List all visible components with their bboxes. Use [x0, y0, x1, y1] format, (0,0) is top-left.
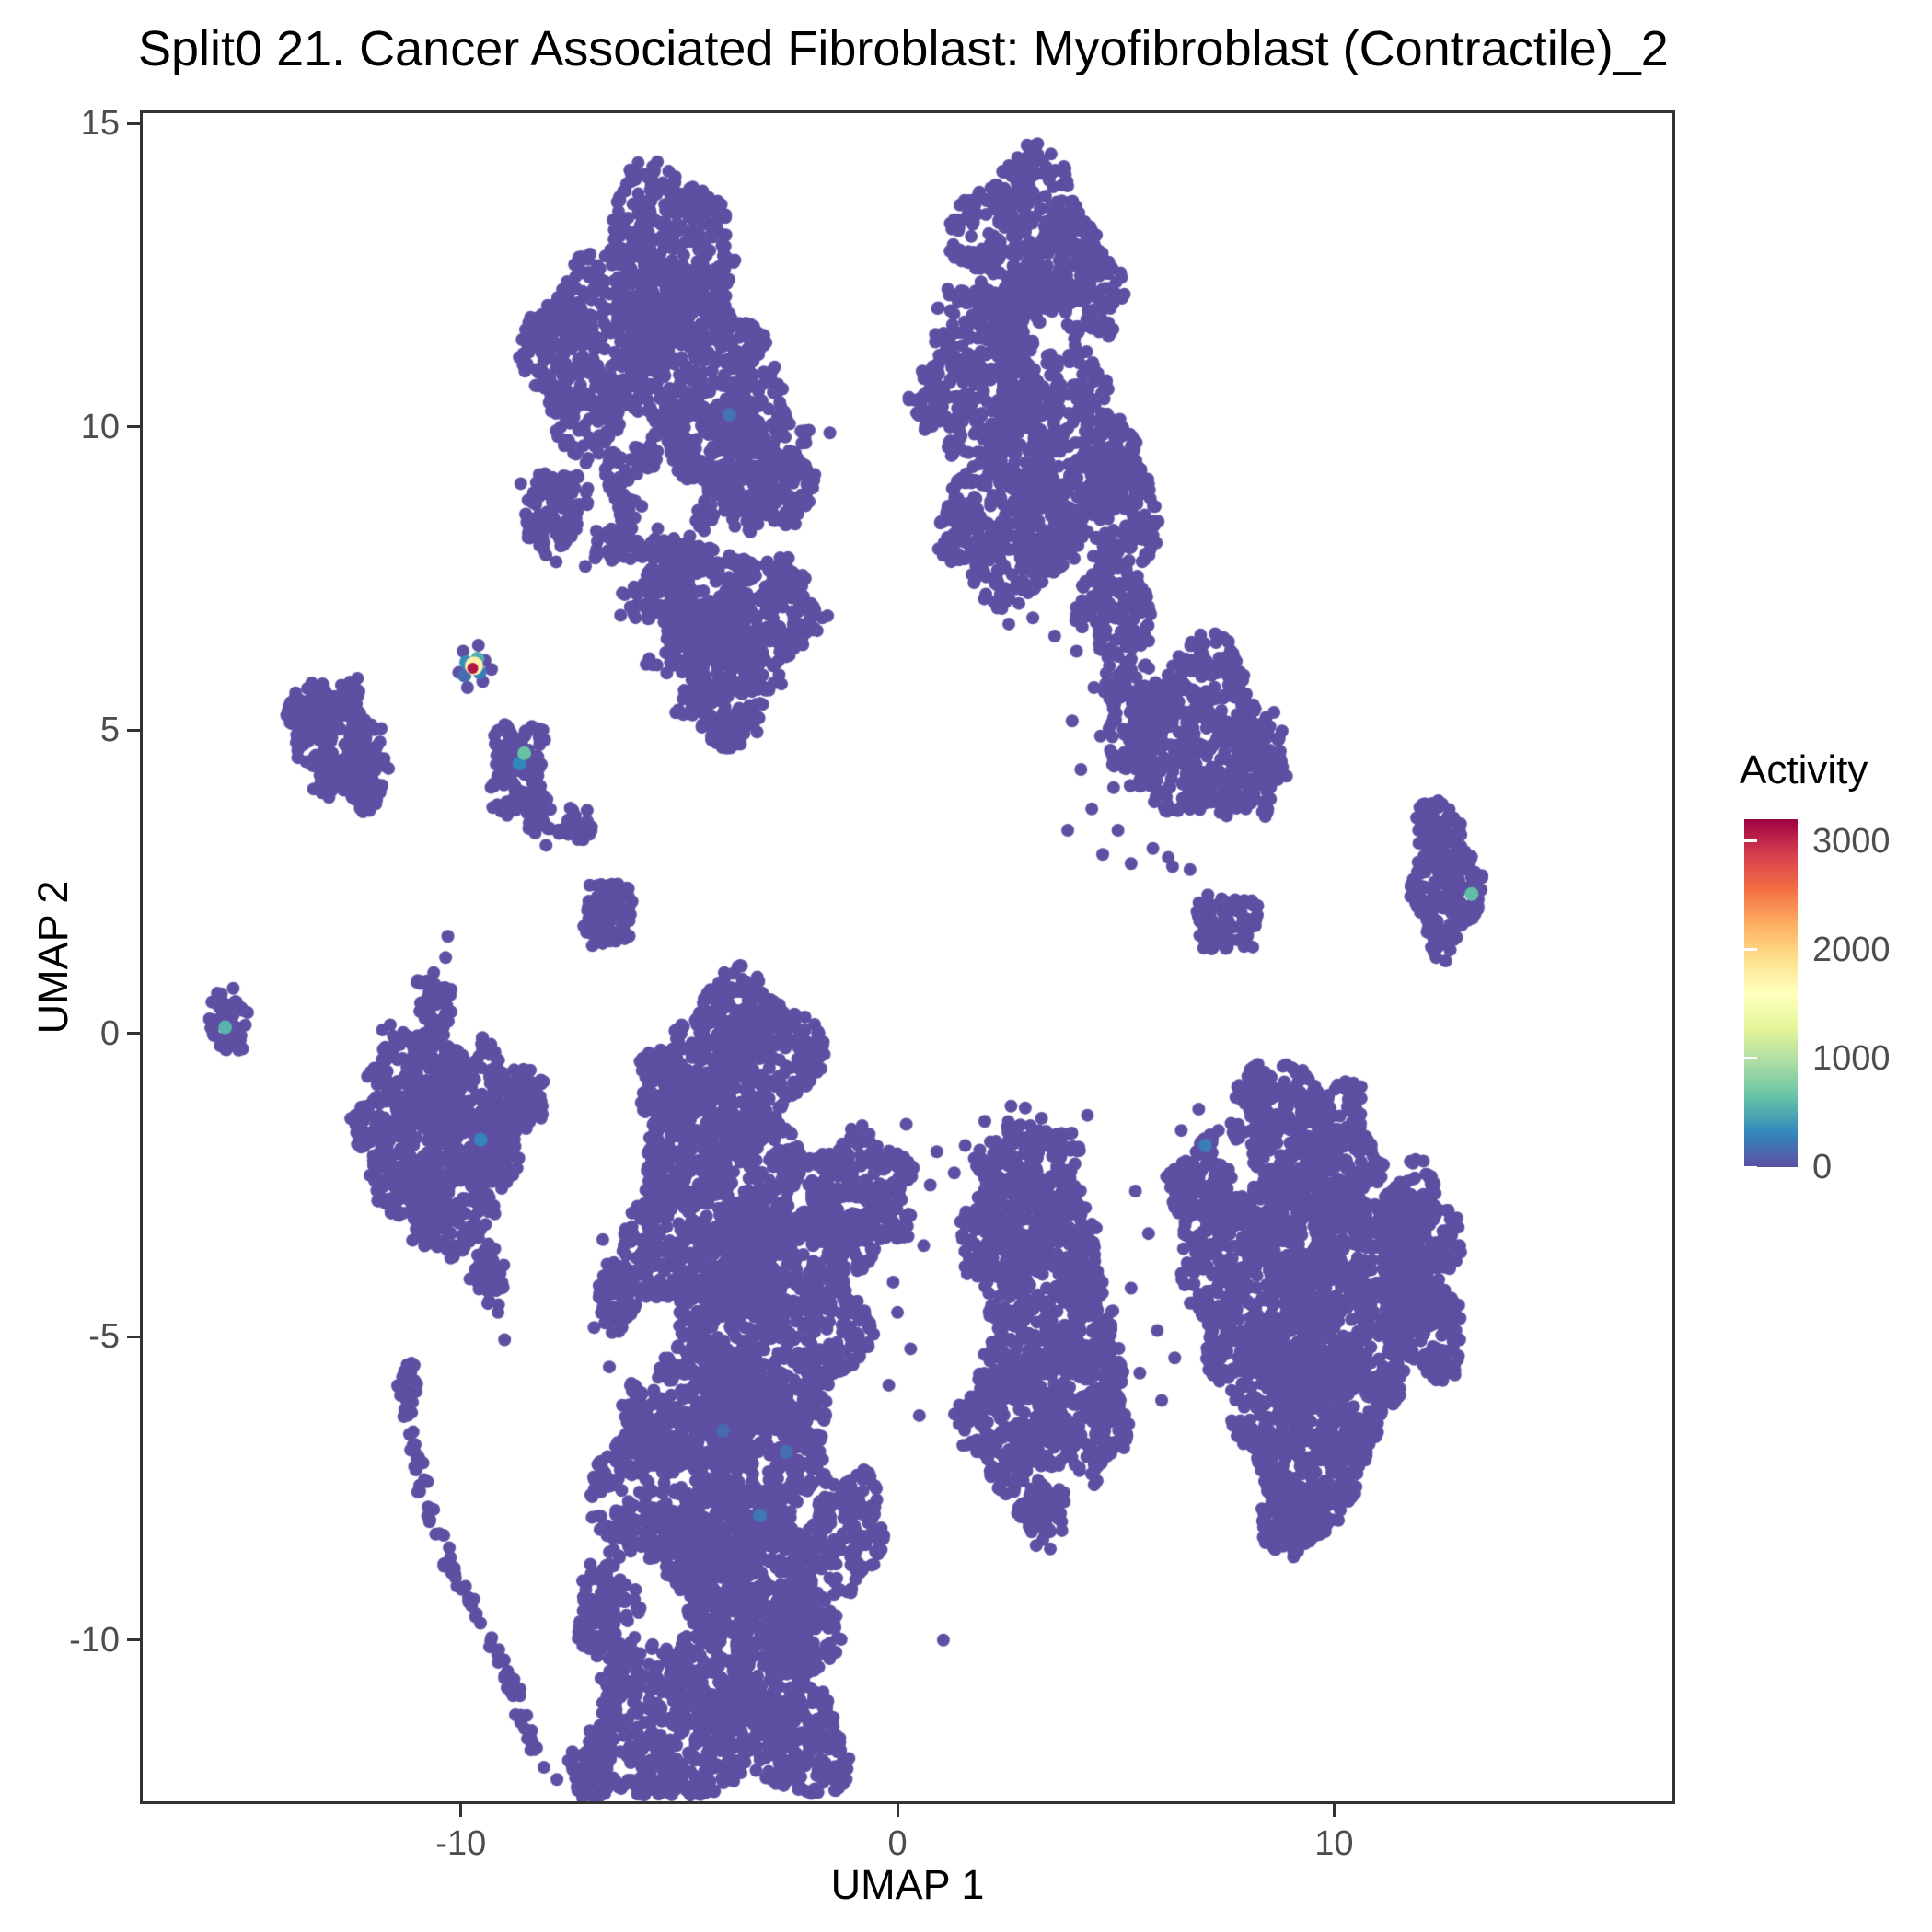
chart-title: Split0 21. Cancer Associated Fibroblast:… — [138, 21, 1669, 76]
y-tick-mark — [127, 1032, 140, 1035]
plot-panel — [140, 110, 1675, 1804]
y-tick-mark — [127, 425, 140, 429]
y-tick-label: 10 — [80, 407, 120, 446]
legend-tick-label: 0 — [1812, 1148, 1833, 1186]
y-tick-label: 0 — [99, 1013, 120, 1053]
legend-tick-label: 2000 — [1812, 930, 1891, 969]
legend-tick-label: 3000 — [1812, 821, 1891, 861]
y-tick-mark — [127, 1335, 140, 1338]
x-tick-mark — [896, 1804, 899, 1817]
legend-tick-mark — [1744, 1165, 1757, 1169]
x-tick-mark — [1332, 1804, 1336, 1817]
y-tick-mark — [127, 728, 140, 732]
legend-tick-mark — [1744, 1057, 1757, 1060]
x-tick-label: -10 — [435, 1824, 487, 1863]
y-axis-title: UMAP 2 — [29, 880, 76, 1035]
x-axis-title: UMAP 1 — [830, 1861, 985, 1908]
x-tick-label: 10 — [1314, 1824, 1354, 1863]
legend-title: Activity — [1740, 747, 1868, 792]
scatter-canvas — [143, 113, 1672, 1801]
y-tick-label: 5 — [99, 711, 120, 750]
y-tick-label: 15 — [80, 104, 120, 144]
x-tick-label: 0 — [887, 1824, 908, 1863]
x-tick-mark — [459, 1804, 463, 1817]
y-tick-mark — [127, 1638, 140, 1642]
y-tick-mark — [127, 121, 140, 125]
legend-tick-mark — [1744, 839, 1757, 843]
legend-colorbar — [1744, 819, 1798, 1167]
legend-tick-mark — [1744, 948, 1757, 952]
legend-tick-label: 1000 — [1812, 1038, 1891, 1078]
y-tick-label: -10 — [69, 1620, 120, 1660]
y-tick-label: -5 — [88, 1317, 120, 1357]
